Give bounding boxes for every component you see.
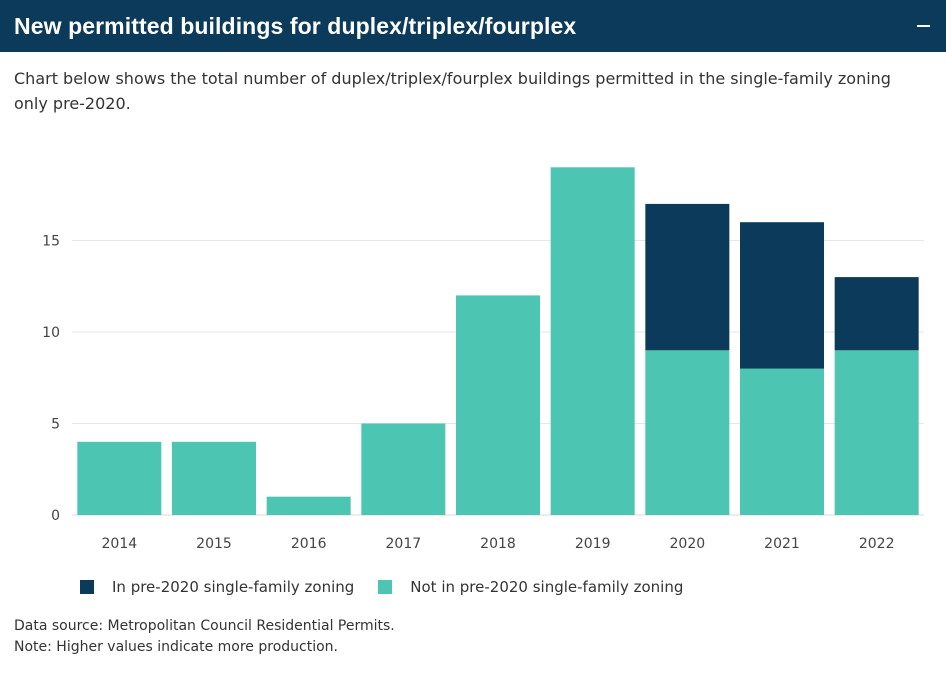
x-tick-label: 2020 <box>670 536 706 552</box>
legend-item-not-in-zoning[interactable]: Not in pre-2020 single-family zoning <box>378 578 683 596</box>
bar-in-zoning-2020 <box>645 203 730 351</box>
y-tick-label: 15 <box>42 234 60 250</box>
legend-item-in-zoning[interactable]: In pre-2020 single-family zoning <box>80 578 354 596</box>
bar-not-in-zoning-2016 <box>266 496 351 515</box>
y-tick-label: 5 <box>51 417 60 433</box>
y-tick-label: 10 <box>42 325 60 341</box>
legend-label-in-zoning: In pre-2020 single-family zoning <box>112 578 355 596</box>
bar-not-in-zoning-2022 <box>834 350 919 515</box>
data-source-note: Data source: Metropolitan Council Reside… <box>14 618 395 634</box>
y-tick-label: 0 <box>51 508 60 524</box>
bar-not-in-zoning-2019 <box>550 167 635 516</box>
bar-chart: 0 5 10 15 2014 2015 2016 2017 2018 2019 2020 2021 20… <box>42 167 924 553</box>
x-tick-label: 2017 <box>386 536 422 552</box>
chart-footer: Data source: Metropolitan Council Reside… <box>14 616 395 658</box>
bar-not-in-zoning-2015 <box>172 441 256 515</box>
bar-not-in-zoning-2021 <box>740 368 824 515</box>
legend-swatch-not-in-zoning <box>378 580 393 594</box>
minus-icon[interactable] <box>914 14 932 38</box>
legend-swatch-in-zoning <box>80 580 94 594</box>
x-tick-label: 2018 <box>480 536 516 552</box>
minus-icon-bar <box>916 25 930 27</box>
x-tick-label: 2019 <box>575 536 611 552</box>
bar-not-in-zoning-2018 <box>456 295 540 515</box>
bar-in-zoning-2022 <box>834 277 919 351</box>
x-tick-label: 2014 <box>102 536 138 552</box>
bars-layer <box>77 167 919 516</box>
chart-description: Chart below shows the total number of du… <box>14 69 891 113</box>
panel-header: New permitted buildings for duplex/tripl… <box>0 0 946 52</box>
x-tick-label: 2016 <box>291 536 327 552</box>
production-note: Note: Higher values indicate more produc… <box>14 639 338 655</box>
x-tick-label: 2022 <box>859 536 895 552</box>
bar-not-in-zoning-2014 <box>77 441 162 515</box>
legend-label-not-in-zoning: Not in pre-2020 single-family zoning <box>410 578 684 596</box>
bar-in-zoning-2021 <box>740 222 824 369</box>
x-tick-label: 2015 <box>196 536 232 552</box>
labels-layer: 0 5 10 15 2014 2015 2016 2017 2018 2019 2020 2021 20… <box>42 234 894 553</box>
chart-legend: In pre-2020 single-family zoning Not in … <box>80 578 707 596</box>
bar-not-in-zoning-2017 <box>361 423 446 515</box>
bar-not-in-zoning-2020 <box>645 350 730 515</box>
panel-title: New permitted buildings for duplex/tripl… <box>14 12 577 39</box>
x-tick-label: 2021 <box>764 536 800 552</box>
